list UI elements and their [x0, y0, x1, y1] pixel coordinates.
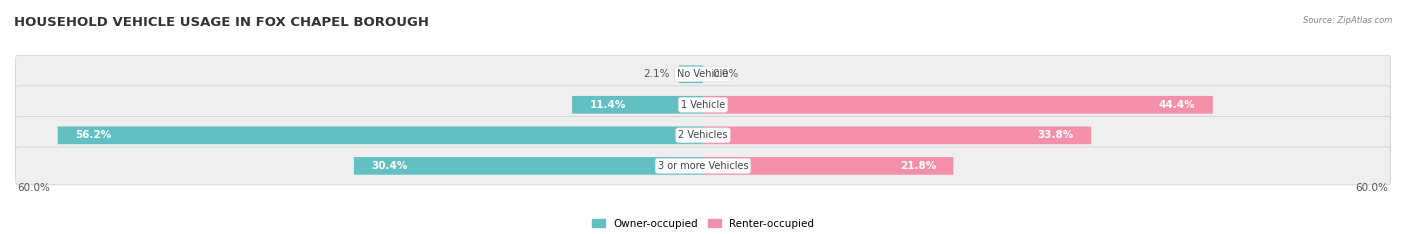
Text: 2 Vehicles: 2 Vehicles	[678, 130, 728, 140]
Text: 44.4%: 44.4%	[1159, 100, 1195, 110]
FancyBboxPatch shape	[15, 116, 1391, 154]
Text: 56.2%: 56.2%	[75, 130, 111, 140]
Text: No Vehicle: No Vehicle	[678, 69, 728, 79]
FancyBboxPatch shape	[354, 157, 703, 175]
FancyBboxPatch shape	[679, 65, 703, 83]
Text: 21.8%: 21.8%	[900, 161, 936, 171]
Text: 60.0%: 60.0%	[1355, 183, 1389, 193]
FancyBboxPatch shape	[15, 55, 1391, 93]
FancyBboxPatch shape	[703, 157, 953, 175]
FancyBboxPatch shape	[703, 126, 1091, 144]
Text: 2.1%: 2.1%	[643, 69, 669, 79]
Text: 30.4%: 30.4%	[371, 161, 408, 171]
Text: 0.0%: 0.0%	[713, 69, 738, 79]
Text: 33.8%: 33.8%	[1038, 130, 1074, 140]
FancyBboxPatch shape	[572, 96, 703, 114]
Text: HOUSEHOLD VEHICLE USAGE IN FOX CHAPEL BOROUGH: HOUSEHOLD VEHICLE USAGE IN FOX CHAPEL BO…	[14, 16, 429, 29]
FancyBboxPatch shape	[15, 147, 1391, 185]
Text: 60.0%: 60.0%	[17, 183, 51, 193]
Text: Source: ZipAtlas.com: Source: ZipAtlas.com	[1302, 16, 1392, 25]
Text: 11.4%: 11.4%	[589, 100, 626, 110]
FancyBboxPatch shape	[58, 126, 703, 144]
FancyBboxPatch shape	[15, 86, 1391, 124]
Text: 3 or more Vehicles: 3 or more Vehicles	[658, 161, 748, 171]
Text: 1 Vehicle: 1 Vehicle	[681, 100, 725, 110]
FancyBboxPatch shape	[703, 96, 1213, 114]
Legend: Owner-occupied, Renter-occupied: Owner-occupied, Renter-occupied	[592, 219, 814, 229]
